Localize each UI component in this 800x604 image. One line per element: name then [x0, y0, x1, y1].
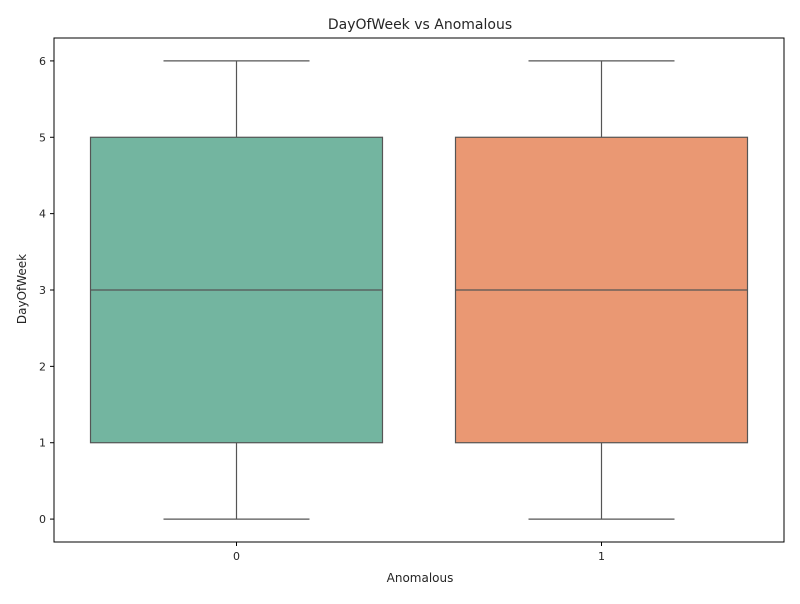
x-tick-label: 0	[233, 550, 240, 563]
x-axis-label: Anomalous	[387, 571, 454, 585]
y-tick-label: 6	[39, 55, 46, 68]
y-tick-label: 3	[39, 284, 46, 297]
y-axis-label: DayOfWeek	[15, 254, 29, 324]
chart-title: DayOfWeek vs Anomalous	[328, 17, 512, 33]
plot-area: 0 1 2 3 4 5 6 0 1	[39, 37, 785, 563]
y-tick-label: 5	[39, 131, 46, 144]
y-tick-label: 4	[39, 208, 46, 221]
y-tick-label: 0	[39, 513, 46, 526]
y-tick-label: 1	[39, 437, 46, 450]
x-tick-label: 1	[598, 550, 605, 563]
y-tick-label: 2	[39, 360, 46, 373]
